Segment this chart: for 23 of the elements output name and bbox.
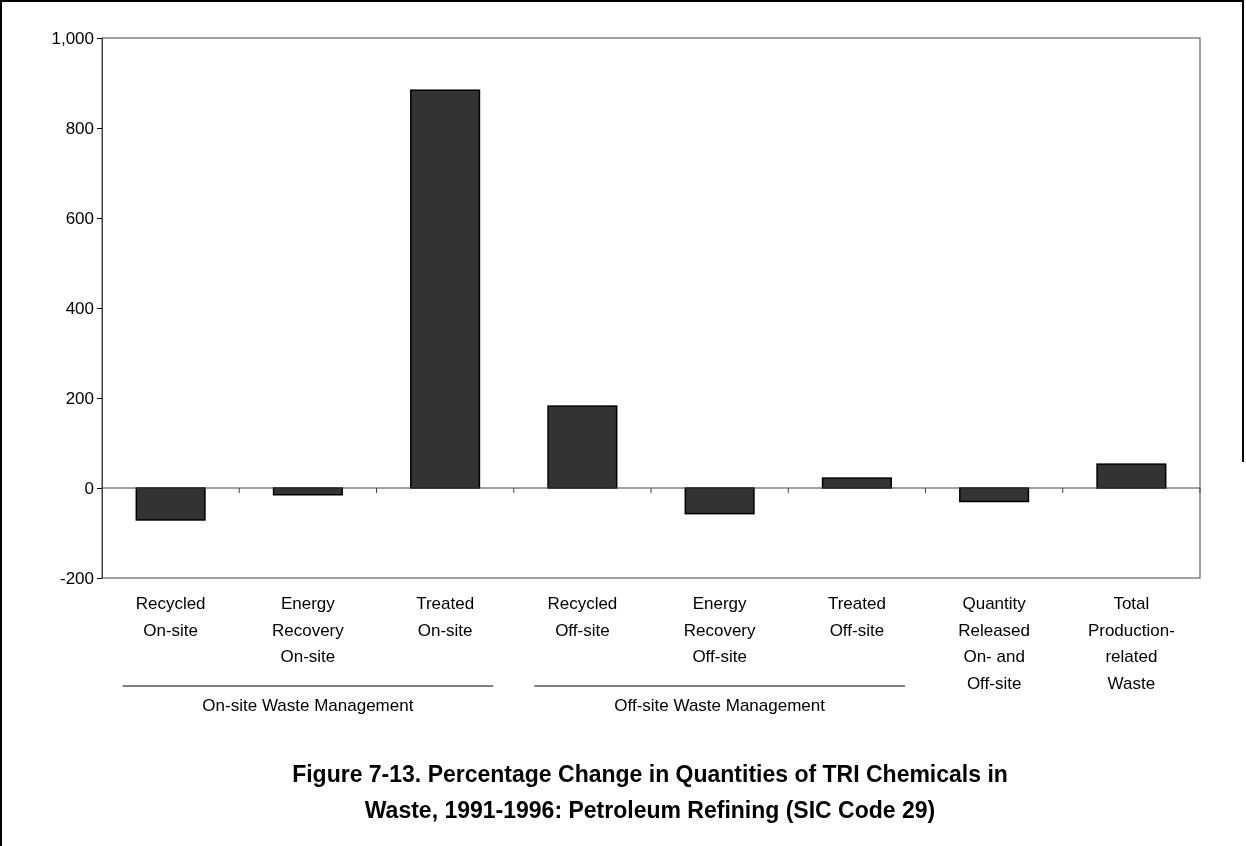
bar [410,89,481,489]
bar [1096,463,1167,489]
y-tick-label: 600 [65,208,94,228]
text: Off-site Waste Management [614,696,826,715]
x-tick-label: Energy Recovery On-site [271,594,345,666]
y-tick-label: 1,000 [51,28,94,48]
x-tick-label: Energy Recovery Off-site [683,594,757,666]
y-tick-label: -200 [59,568,94,588]
bar [684,487,755,515]
bar [135,487,206,521]
y-tick-label: 0 [84,478,94,498]
y-tick-label: 400 [65,298,94,318]
y-tick-label: 800 [65,118,94,138]
x-tick-label: Total Production- related Waste [1087,594,1175,693]
x-tick-label: Recycled On-site [135,594,206,640]
x-tick-label: Quantity Released On- and Off-site [958,594,1031,693]
y-tick-label: 200 [65,388,94,408]
x-tick-label: Treated On-site [416,594,475,640]
x-tick-label: Recycled Off-site [547,594,618,640]
bar [547,405,618,489]
x-tick-label: Treated Off-site [827,594,886,640]
text: On-site Waste Management [202,696,414,715]
text: Figure 7-13. Percentage Change in Quantities of TRI Chemicals in Waste, 1991-1996: Petroleum Refining (SIC Code 29) [292,761,1008,823]
